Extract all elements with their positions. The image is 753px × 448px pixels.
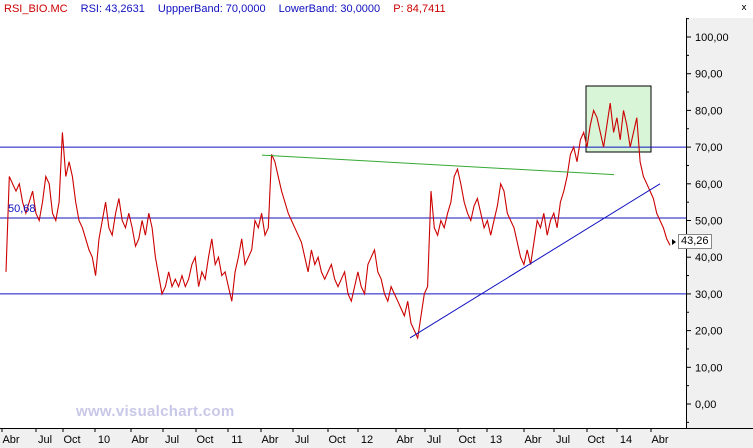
- x-tick-label: Jul: [38, 434, 52, 446]
- y-tick-label: 0,00: [695, 399, 716, 411]
- lower-band-readout: LowerBand: 30,0000: [278, 3, 381, 15]
- y-tick-label: 80,00: [695, 105, 723, 117]
- rsi-series-line: [5, 103, 671, 340]
- x-tick-label: 12: [361, 434, 373, 446]
- last-value-arrow: [672, 239, 676, 245]
- x-tick-label: Abr: [396, 434, 413, 446]
- x-tick-label: Oct: [196, 434, 213, 446]
- blue-trendline: [409, 183, 661, 339]
- x-tick-label: Jul: [295, 434, 309, 446]
- y-tick-label: 10,00: [695, 362, 723, 374]
- highlight-box: [585, 85, 652, 153]
- y-tick-label: 60,00: [695, 179, 723, 191]
- p-readout: P: 84,7411: [393, 3, 446, 15]
- upper-band-readout: UppperBand: 70,0000: [157, 3, 266, 15]
- level-label: 50,68: [8, 203, 36, 215]
- y-tick-label: 90,00: [695, 69, 723, 81]
- x-tick-label: Oct: [587, 434, 604, 446]
- y-axis[interactable]: [687, 18, 753, 428]
- x-tick-label: Abr: [261, 434, 278, 446]
- x-tick-label: Abr: [524, 434, 541, 446]
- green-trendline: [261, 154, 615, 176]
- x-tick-label: Jul: [165, 434, 179, 446]
- y-tick-label: 100,00: [695, 32, 729, 44]
- x-tick-label: Oct: [63, 434, 80, 446]
- y-tick-label: 50,00: [695, 216, 723, 228]
- x-tick-label: Oct: [458, 434, 475, 446]
- x-tick-label: Abr: [2, 434, 19, 446]
- x-axis[interactable]: [0, 428, 753, 448]
- x-tick-label: 14: [620, 434, 632, 446]
- close-icon[interactable]: x: [741, 3, 747, 13]
- x-tick-label: 10: [98, 434, 110, 446]
- x-tick-label: Jul: [427, 434, 441, 446]
- rsi-readout: RSI: 43,2631: [80, 3, 145, 15]
- x-tick-label: Abr: [651, 434, 668, 446]
- y-tick-label: 40,00: [695, 252, 723, 264]
- symbol-label: RSI_BIO.MC: [4, 3, 68, 15]
- x-tick-label: 11: [231, 434, 242, 446]
- y-tick-label: 20,00: [695, 326, 723, 338]
- last-value-badge: 43,26: [678, 234, 712, 249]
- x-tick-label: Jul: [556, 434, 570, 446]
- x-tick-label: Abr: [131, 434, 148, 446]
- x-tick-label: Oct: [328, 434, 345, 446]
- watermark-logo: www.visualchart.com: [76, 403, 235, 420]
- chart-header: RSI_BIO.MC RSI: 43,2631 UppperBand: 70,0…: [0, 0, 753, 18]
- y-tick-label: 70,00: [695, 142, 723, 154]
- y-tick-label: 30,00: [695, 289, 723, 301]
- x-tick-label: 13: [490, 434, 502, 446]
